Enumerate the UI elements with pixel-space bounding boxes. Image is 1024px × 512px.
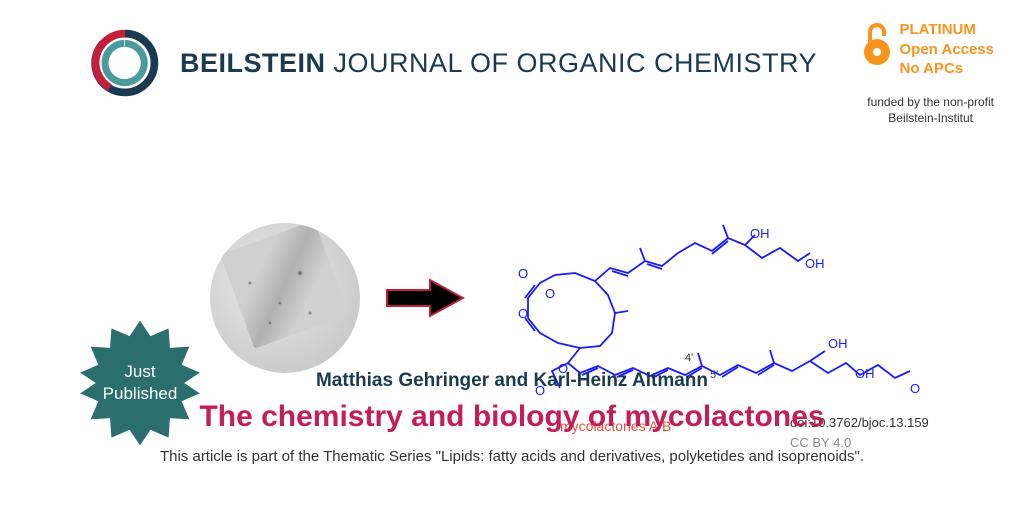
beilstein-logo [90, 28, 160, 98]
arrow-icon [385, 278, 465, 318]
open-access-text: PLATINUM Open Access No APCs [900, 20, 995, 79]
svg-text:4': 4' [685, 352, 693, 364]
svg-text:O: O [545, 286, 555, 301]
open-access-block: PLATINUM Open Access No APCs [862, 20, 995, 79]
svg-text:O: O [518, 306, 528, 321]
svg-text:OH: OH [805, 256, 825, 271]
journal-title: BEILSTEIN JOURNAL OF ORGANIC CHEMISTRY [180, 48, 817, 79]
authors: Matthias Gehringer and Karl-Heinz Altman… [0, 370, 1024, 392]
svg-text:OH: OH [828, 336, 848, 351]
microscopy-image [210, 223, 360, 373]
svg-text:O: O [518, 266, 528, 281]
thematic-series: This article is part of the Thematic Ser… [0, 448, 1024, 465]
open-access-icon [862, 20, 892, 68]
article-title: The chemistry and biology of mycolactone… [0, 400, 1024, 434]
svg-text:OH: OH [750, 226, 770, 241]
